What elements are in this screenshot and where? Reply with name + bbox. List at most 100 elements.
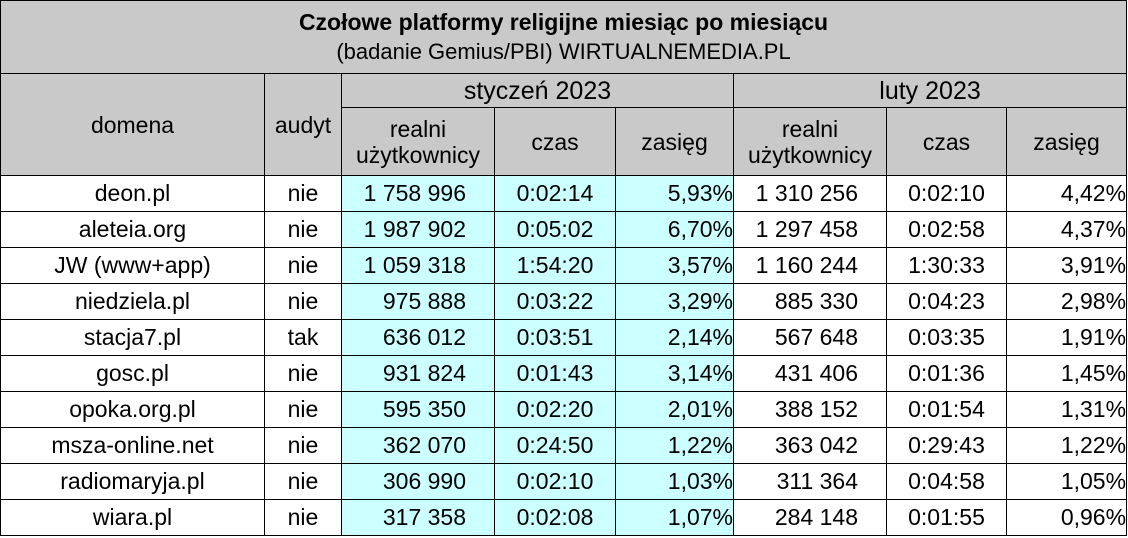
february-time-cell: 0:04:23	[886, 283, 1007, 320]
header-users-line1: realni	[389, 115, 447, 142]
january-time-cell: 0:02:10	[494, 463, 616, 500]
table-row: aleteia.org nie 1 987 902 0:05:02 6,70% 1 297…	[0, 211, 1128, 248]
february-time-cell: 0:01:55	[886, 499, 1007, 536]
table-row: radiomaryja.pl nie 306 990 0:02:10 1,03% 311 …	[0, 463, 1128, 500]
january-reach-cell: 1,07%	[615, 499, 734, 536]
audit-cell: tak	[264, 319, 342, 356]
february-users-cell: 431 406	[733, 355, 887, 392]
domain-cell: gosc.pl	[0, 355, 265, 392]
february-users-cell: 885 330	[733, 283, 887, 320]
table-row: deon.pl nie 1 758 996 0:02:14 5,93% 1 310 256…	[0, 175, 1128, 212]
january-reach-cell: 3,14%	[615, 355, 734, 392]
february-reach-cell: 4,37%	[1005, 211, 1128, 248]
february-users-cell: 363 042	[733, 427, 887, 464]
february-users-cell: 1 297 458	[733, 211, 887, 248]
header-users-line2: użytkownicy	[356, 141, 480, 168]
audit-cell: nie	[264, 499, 342, 536]
february-time-cell: 0:03:35	[886, 319, 1007, 356]
february-users-cell: 311 364	[733, 463, 887, 500]
february-reach-cell: 1,22%	[1005, 427, 1128, 464]
domain-cell: msza-online.net	[0, 427, 265, 464]
table-row: wiara.pl nie 317 358 0:02:08 1,07% 284 148 0:0…	[0, 499, 1128, 536]
table-subtitle: (badanie Gemius/PBI) WIRTUALNEMEDIA.PL	[336, 39, 791, 64]
audit-cell: nie	[264, 175, 342, 212]
february-time-cell: 0:01:36	[886, 355, 1007, 392]
header-month-january: styczeń 2023	[341, 73, 734, 108]
january-users-cell: 306 990	[341, 463, 495, 500]
january-time-cell: 0:24:50	[494, 427, 616, 464]
february-reach-cell: 1,45%	[1005, 355, 1128, 392]
header-users-line1: realni	[781, 115, 839, 142]
february-reach-cell: 3,91%	[1005, 247, 1128, 284]
domain-cell: opoka.org.pl	[0, 391, 265, 428]
january-reach-cell: 3,57%	[615, 247, 734, 284]
january-reach-cell: 3,29%	[615, 283, 734, 320]
table-row: opoka.org.pl nie 595 350 0:02:20 2,01% 388 15…	[0, 391, 1128, 428]
february-users-cell: 1 160 244	[733, 247, 887, 284]
january-users-cell: 362 070	[341, 427, 495, 464]
table-row: gosc.pl nie 931 824 0:01:43 3,14% 431 406 0:01…	[0, 355, 1128, 392]
january-time-cell: 0:02:14	[494, 175, 616, 212]
audit-cell: nie	[264, 427, 342, 464]
table-row: stacja7.pl tak 636 012 0:03:51 2,14% 567 648 0…	[0, 319, 1128, 356]
audit-cell: nie	[264, 211, 342, 248]
domain-cell: stacja7.pl	[0, 319, 265, 356]
february-time-cell: 0:04:58	[886, 463, 1007, 500]
january-time-cell: 0:03:22	[494, 283, 616, 320]
february-reach-cell: 4,42%	[1005, 175, 1128, 212]
january-reach-cell: 6,70%	[615, 211, 734, 248]
february-reach-cell: 2,98%	[1005, 283, 1128, 320]
january-users-cell: 975 888	[341, 283, 495, 320]
january-users-cell: 1 758 996	[341, 175, 495, 212]
audit-cell: nie	[264, 355, 342, 392]
title-cell: Czołowe platformy religijne miesiąc po m…	[0, 0, 1128, 74]
february-reach-cell: 1,91%	[1005, 319, 1128, 356]
january-users-cell: 1 059 318	[341, 247, 495, 284]
header-time-january: czas	[494, 107, 616, 176]
february-users-cell: 284 148	[733, 499, 887, 536]
table-row: JW (www+app) nie 1 059 318 1:54:20 3,57% 1 16…	[0, 247, 1128, 284]
table-row: msza-online.net nie 362 070 0:24:50 1,22% 363…	[0, 427, 1128, 464]
audit-cell: nie	[264, 283, 342, 320]
header-users-january: realni użytkownicy	[341, 107, 495, 176]
header-users-line2: użytkownicy	[748, 141, 872, 168]
header-domain: domena	[0, 73, 265, 176]
february-time-cell: 1:30:33	[886, 247, 1007, 284]
domain-cell: JW (www+app)	[0, 247, 265, 284]
january-time-cell: 0:02:20	[494, 391, 616, 428]
february-reach-cell: 0,96%	[1005, 499, 1128, 536]
header-month-february: luty 2023	[732, 73, 1128, 108]
january-time-cell: 0:05:02	[494, 211, 616, 248]
january-time-cell: 0:01:43	[494, 355, 616, 392]
february-users-cell: 388 152	[733, 391, 887, 428]
february-reach-cell: 1,05%	[1005, 463, 1128, 500]
january-reach-cell: 1,03%	[615, 463, 734, 500]
january-users-cell: 636 012	[341, 319, 495, 356]
header-audit: audyt	[264, 73, 342, 176]
january-reach-cell: 2,14%	[615, 319, 734, 356]
audit-cell: nie	[264, 463, 342, 500]
header-users-february: realni użytkownicy	[733, 107, 887, 176]
table-row: niedziela.pl nie 975 888 0:03:22 3,29% 885 33…	[0, 283, 1128, 320]
february-time-cell: 0:02:58	[886, 211, 1007, 248]
january-reach-cell: 5,93%	[615, 175, 734, 212]
february-time-cell: 0:01:54	[886, 391, 1007, 428]
domain-cell: niedziela.pl	[0, 283, 265, 320]
january-time-cell: 1:54:20	[494, 247, 616, 284]
january-users-cell: 1 987 902	[341, 211, 495, 248]
header-reach-february: zasięg	[1005, 107, 1128, 176]
table-title: Czołowe platformy religijne miesiąc po m…	[298, 9, 829, 35]
february-time-cell: 0:02:10	[886, 175, 1007, 212]
header-reach-january: zasięg	[615, 107, 734, 176]
january-reach-cell: 2,01%	[615, 391, 734, 428]
january-time-cell: 0:02:08	[494, 499, 616, 536]
january-users-cell: 931 824	[341, 355, 495, 392]
february-users-cell: 1 310 256	[733, 175, 887, 212]
january-users-cell: 595 350	[341, 391, 495, 428]
january-time-cell: 0:03:51	[494, 319, 616, 356]
domain-cell: aleteia.org	[0, 211, 265, 248]
audit-cell: nie	[264, 247, 342, 284]
domain-cell: deon.pl	[0, 175, 265, 212]
domain-cell: wiara.pl	[0, 499, 265, 536]
